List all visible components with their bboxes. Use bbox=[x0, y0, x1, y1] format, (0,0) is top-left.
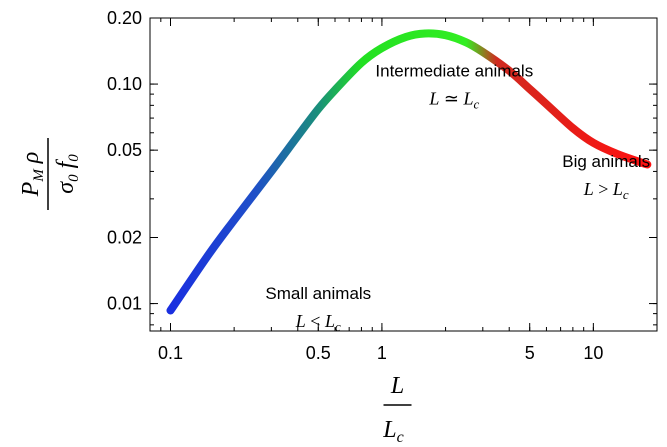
y-label-denominator: σ0 f0 bbox=[53, 154, 82, 194]
x-tick-label: 0.5 bbox=[306, 343, 331, 363]
x-tick-label: 5 bbox=[525, 343, 535, 363]
y-tick-label: 0.10 bbox=[107, 74, 142, 94]
y-ticks: 0.01 0.02 0.05 0.10 0.20 bbox=[107, 8, 657, 326]
annotation-text: Intermediate animals bbox=[375, 62, 533, 81]
annotation-math: L ≃ Lc bbox=[428, 89, 479, 112]
y-tick-label: 0.05 bbox=[107, 140, 142, 160]
plot-border bbox=[149, 17, 658, 332]
annotation: Intermediate animals L ≃ Lc bbox=[375, 62, 533, 112]
x-label-denominator: Lc bbox=[382, 417, 403, 446]
y-label-group: PM ρσ0 f0 bbox=[18, 138, 82, 210]
y-label-numerator: PM ρ bbox=[18, 152, 47, 198]
y-tick-label: 0.02 bbox=[107, 227, 142, 247]
x-axis-label: L Lc bbox=[382, 373, 412, 446]
annotation-math: L < Lc bbox=[295, 311, 341, 334]
x-label-numerator: L bbox=[390, 373, 404, 399]
x-ticks: 0.1 0.5 1 5 10 bbox=[149, 18, 658, 363]
data-series bbox=[166, 29, 652, 315]
series-line bbox=[166, 29, 652, 315]
annotation: Big animals L > Lc bbox=[562, 152, 650, 202]
x-tick-label: 0.1 bbox=[158, 343, 183, 363]
y-axis-label: PM ρσ0 f0 bbox=[18, 138, 82, 210]
plot-frame bbox=[149, 17, 658, 332]
annotation-math: L > Lc bbox=[583, 179, 629, 202]
annotation-text: Small animals bbox=[265, 284, 371, 303]
annotation: Small animals L < Lc bbox=[265, 284, 371, 334]
x-tick-label: 10 bbox=[583, 343, 603, 363]
x-tick-label: 1 bbox=[377, 343, 387, 363]
annotations: Small animals L < Lc Intermediate animals L… bbox=[265, 62, 650, 334]
y-tick-label: 0.01 bbox=[107, 294, 142, 314]
y-tick-label: 0.20 bbox=[107, 8, 142, 28]
annotation-text: Big animals bbox=[562, 152, 650, 171]
